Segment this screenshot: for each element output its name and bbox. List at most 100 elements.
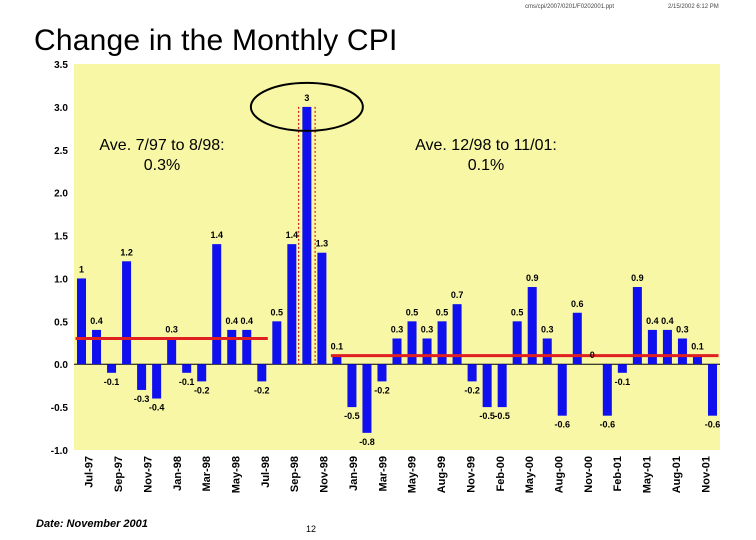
data-label: 0.3 — [541, 324, 554, 334]
bar — [497, 364, 507, 408]
header-timestamp: 2/15/2002 6:12 PM — [668, 4, 719, 10]
bar — [197, 364, 207, 382]
page-number: 12 — [306, 524, 317, 534]
data-label: 1.2 — [120, 247, 133, 257]
x-tick-label: Feb-00 — [495, 456, 507, 491]
bar — [257, 364, 267, 382]
data-label: 0 — [590, 350, 595, 360]
data-label: -0.5 — [494, 411, 510, 421]
x-tick-label: Jul-98 — [260, 456, 272, 488]
bar — [227, 329, 237, 365]
x-tick-label: Nov-00 — [583, 456, 595, 493]
data-label: 0.4 — [225, 316, 238, 326]
average-label-1-line2: 0.3% — [144, 157, 180, 174]
average-lines — [75, 336, 719, 358]
bar — [167, 338, 177, 365]
y-tick-label: -0.5 — [51, 403, 69, 414]
bar — [272, 321, 282, 365]
x-tick-label: Mar-98 — [201, 456, 213, 491]
bar — [362, 364, 372, 433]
bar — [287, 244, 297, 365]
bar — [482, 364, 492, 408]
bar — [602, 364, 612, 416]
data-label: 0.4 — [90, 316, 103, 326]
data-label: 0.5 — [271, 307, 284, 317]
data-label: -0.5 — [479, 411, 495, 421]
x-tick-label: Mar-99 — [377, 456, 389, 491]
footer-date: Date: November 2001 — [36, 518, 148, 530]
bar — [122, 261, 132, 365]
bar — [452, 304, 462, 365]
data-label: 0.5 — [511, 307, 524, 317]
average-label-1-line1: Ave. 7/97 to 8/98: — [99, 137, 224, 154]
data-label: -0.6 — [705, 420, 721, 430]
bar — [242, 329, 252, 365]
x-tick-label: Feb-01 — [612, 456, 624, 491]
data-label: 0.4 — [646, 316, 659, 326]
data-label: 0.9 — [526, 273, 539, 283]
data-label: -0.6 — [600, 420, 616, 430]
bar — [662, 329, 672, 365]
data-label: 0.1 — [331, 342, 344, 352]
bar — [92, 329, 102, 365]
x-tick-label: Sep-97 — [113, 456, 125, 492]
y-tick-label: 1.5 — [54, 232, 68, 243]
data-label: -0.8 — [359, 437, 375, 447]
data-label: -0.2 — [374, 385, 390, 395]
data-label: -0.1 — [104, 377, 120, 387]
bar — [467, 364, 477, 382]
bar — [332, 355, 342, 365]
y-tick-label: 2.5 — [54, 146, 68, 157]
data-label: 0.3 — [676, 324, 689, 334]
x-tick-label: Aug-00 — [554, 456, 566, 493]
data-label: 0.3 — [421, 324, 434, 334]
x-tick-label: Jan-98 — [172, 456, 184, 491]
y-tick-label: -1.0 — [51, 446, 69, 457]
y-tick-label: 0.0 — [54, 360, 68, 371]
bar — [137, 364, 147, 390]
bar — [557, 364, 567, 416]
plot-area — [74, 64, 720, 450]
highlight-circle — [249, 81, 364, 132]
data-label: 1.4 — [286, 230, 299, 240]
data-label: -0.6 — [554, 420, 570, 430]
bar — [512, 321, 522, 365]
x-tick-label: May-01 — [642, 456, 654, 493]
x-tick-label: Jan-99 — [348, 456, 360, 491]
x-tick-label: Nov-97 — [142, 456, 154, 493]
y-tick-label: 0.5 — [54, 317, 68, 328]
data-label: 0.5 — [436, 307, 449, 317]
y-axis: -1.0 -0.5 0.0 0.5 1.0 1.5 2.0 2.5 3.0 3.5 — [51, 60, 720, 457]
bar — [392, 338, 402, 365]
x-tick-label: May-99 — [407, 456, 419, 493]
average-label-2-line2: 0.1% — [468, 157, 504, 174]
data-label: -0.1 — [179, 377, 195, 387]
data-label: 0.5 — [406, 307, 419, 317]
data-label: 1 — [79, 264, 84, 274]
bar — [347, 364, 357, 408]
bar — [677, 338, 687, 365]
x-tick-label: Jul-97 — [84, 456, 96, 488]
bar — [107, 364, 117, 373]
bar — [527, 287, 537, 365]
data-label: 0.9 — [631, 273, 644, 283]
data-label: 3 — [304, 93, 309, 103]
bar — [377, 364, 387, 382]
x-tick-label: Sep-98 — [289, 456, 301, 492]
bar — [212, 244, 222, 365]
annotations: Ave. 7/97 to 8/98: 0.3% Ave. 12/98 to 11/0… — [99, 81, 557, 174]
bar — [77, 278, 87, 365]
data-label: 0.3 — [391, 324, 404, 334]
y-tick-label: 3.0 — [54, 103, 68, 114]
data-labels: 10.4-0.11.2-0.3-0.40.3-0.1-0.21.40.4 0.4-… — [79, 93, 720, 447]
bars-group — [77, 106, 717, 433]
data-label: -0.1 — [615, 377, 631, 387]
data-label: 0.7 — [451, 290, 464, 300]
period-markers — [297, 106, 316, 365]
data-label: -0.3 — [134, 394, 150, 404]
bar — [437, 321, 447, 365]
header-path: cms/cpi/2007/0201/F0202001.ppt — [525, 4, 615, 10]
x-tick-label: Nov-01 — [700, 456, 712, 493]
x-tick-label: Nov-99 — [465, 456, 477, 493]
data-label: 0.4 — [241, 316, 254, 326]
